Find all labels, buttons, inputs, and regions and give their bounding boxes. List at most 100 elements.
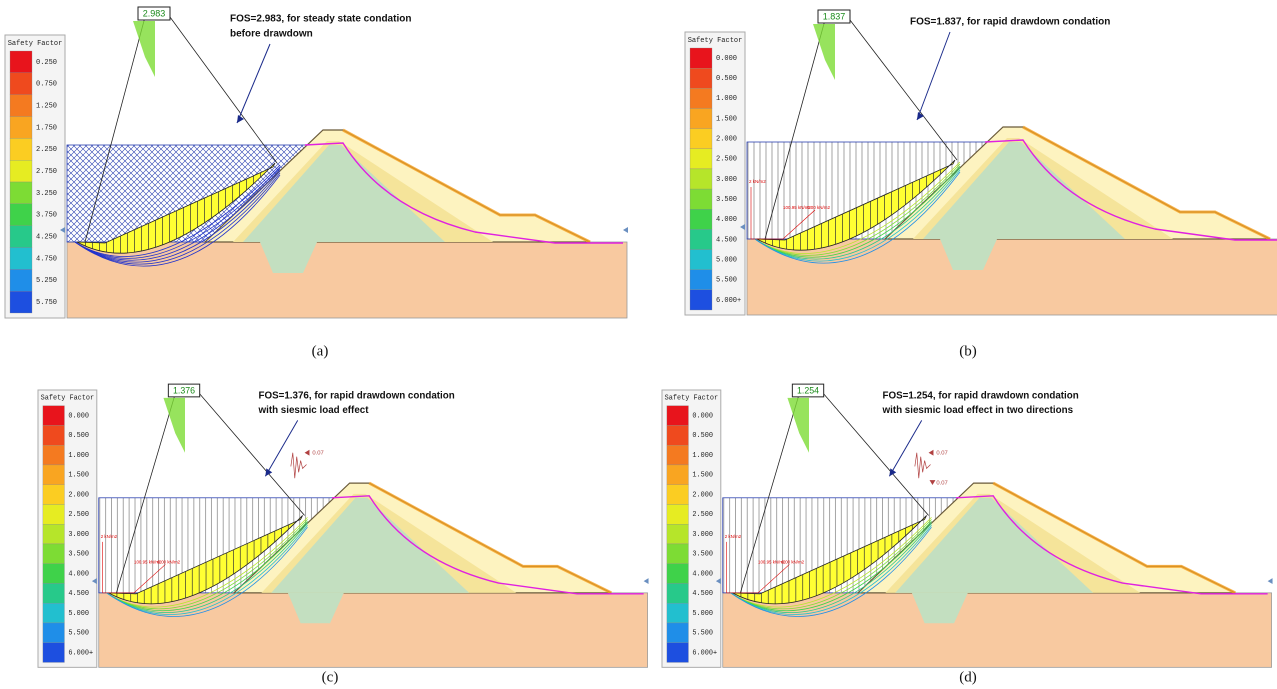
trial-circle bbox=[106, 526, 308, 617]
legend-label: 2.500 bbox=[68, 511, 89, 519]
trial-circle bbox=[730, 523, 932, 613]
legend-swatch bbox=[666, 563, 689, 584]
legend-label: 2.500 bbox=[692, 511, 713, 519]
seismic-record bbox=[290, 452, 307, 479]
annotation-arrow bbox=[236, 43, 271, 124]
legend-label: 6.000+ bbox=[692, 649, 717, 657]
phreatic-line bbox=[984, 139, 1277, 241]
seismic-label: 0.07 bbox=[312, 450, 323, 456]
legend-swatch bbox=[9, 225, 33, 248]
legend-title: Safety Factor bbox=[41, 395, 95, 403]
legend-label: 1.750 bbox=[36, 124, 57, 132]
stress-plot bbox=[163, 397, 185, 453]
annotation: FOS=1.376, for rapid drawdown condation bbox=[259, 390, 455, 401]
legend-swatch bbox=[689, 108, 713, 129]
fos-label: 1.376 bbox=[173, 385, 195, 395]
caption: (b) bbox=[959, 343, 977, 359]
legend-swatch bbox=[9, 72, 33, 95]
legend-label: 0.500 bbox=[692, 432, 713, 440]
load-label: 0.00 kN/m2 bbox=[782, 560, 805, 565]
legend-label: 5.500 bbox=[692, 630, 713, 638]
legend-label: 5.250 bbox=[36, 277, 57, 285]
legend-label: 4.250 bbox=[36, 233, 57, 241]
legend-swatch bbox=[666, 405, 689, 426]
legend-label: 5.500 bbox=[68, 630, 89, 638]
legend-swatch bbox=[42, 504, 65, 525]
trial-circle bbox=[730, 519, 932, 610]
legend-label: 6.000+ bbox=[68, 649, 93, 657]
legend-swatch bbox=[689, 148, 713, 170]
legend-label: 1.250 bbox=[36, 102, 57, 110]
legend-label: 4.000 bbox=[692, 570, 713, 578]
arrow-head bbox=[889, 468, 897, 477]
dam-core bbox=[243, 145, 445, 242]
foundation bbox=[746, 238, 1277, 316]
legend-swatch bbox=[689, 88, 713, 109]
annotation: FOS=1.254, for rapid drawdown condation bbox=[883, 390, 1079, 401]
legend-swatch bbox=[42, 484, 65, 505]
trial-circle bbox=[754, 169, 961, 262]
trial-circle bbox=[74, 172, 281, 265]
load-label: 2 kN/m2 bbox=[749, 179, 766, 184]
fos-label: 1.254 bbox=[797, 385, 819, 395]
trial-circle bbox=[730, 526, 932, 617]
legend-label: 0.500 bbox=[716, 75, 737, 83]
edge-marker bbox=[740, 224, 745, 230]
trial-circle bbox=[74, 164, 281, 257]
legend-swatch bbox=[689, 269, 713, 290]
trial-circle bbox=[106, 523, 308, 613]
trial-circle bbox=[106, 521, 308, 612]
edge-marker bbox=[715, 578, 721, 585]
legend-label: 5.500 bbox=[716, 277, 737, 285]
legend-label: 5.750 bbox=[36, 299, 57, 307]
legend-label: 0.750 bbox=[36, 81, 57, 89]
legend-title: Safety Factor bbox=[665, 395, 719, 403]
load-label: 2 kN/m2 bbox=[101, 534, 118, 539]
seismic-record bbox=[914, 452, 931, 479]
annotation: before drawdown bbox=[230, 29, 313, 40]
legend-swatch bbox=[666, 583, 689, 604]
legend-swatch bbox=[42, 603, 65, 624]
legend-swatch bbox=[666, 464, 689, 485]
fos-label: 2.983 bbox=[143, 8, 166, 18]
legend-label: 3.500 bbox=[716, 196, 737, 204]
phreatic-line bbox=[304, 142, 623, 244]
fos-box bbox=[791, 383, 825, 398]
slip-mass bbox=[732, 515, 927, 605]
trial-circle bbox=[106, 517, 308, 608]
legend-swatch bbox=[666, 642, 689, 663]
legend-label: 2.750 bbox=[36, 168, 57, 176]
load-label: 2 kN/m2 bbox=[725, 534, 742, 539]
load-line bbox=[750, 187, 816, 240]
arrow-head bbox=[265, 468, 273, 477]
fos-box bbox=[167, 383, 201, 398]
trial-circle bbox=[730, 517, 932, 608]
caption: (d) bbox=[959, 669, 977, 685]
legend-label: 2.000 bbox=[692, 491, 713, 499]
legend-swatch bbox=[666, 603, 689, 624]
load-label: 100.95 kN/m2 bbox=[783, 205, 812, 210]
legend-swatch bbox=[42, 622, 65, 643]
dam-facing bbox=[368, 481, 612, 595]
trial-circle bbox=[74, 174, 281, 267]
legend-label: 4.500 bbox=[692, 590, 713, 598]
caption: (c) bbox=[322, 669, 339, 685]
legend-label: 3.250 bbox=[36, 190, 57, 198]
legend-swatch bbox=[42, 464, 65, 485]
legend-swatch bbox=[9, 116, 33, 139]
legend-label: 1.000 bbox=[716, 95, 737, 103]
legend-swatch bbox=[666, 622, 689, 643]
legend-swatch bbox=[689, 289, 713, 311]
legend-swatch bbox=[666, 445, 689, 466]
dam-facing bbox=[992, 481, 1236, 595]
cutoff-trench bbox=[260, 242, 317, 273]
trial-circle bbox=[754, 167, 961, 260]
legend-label: 1.500 bbox=[692, 472, 713, 480]
legend-label: 3.000 bbox=[68, 531, 89, 539]
legend-swatch bbox=[689, 47, 713, 69]
panel: Safety Factor 0.000 0.500 1.000 1.500 2.000 2.… bbox=[37, 383, 649, 668]
load-label: 0.00 kN/m2 bbox=[158, 560, 181, 565]
legend-label: 4.000 bbox=[716, 216, 737, 224]
seismic-arrow bbox=[929, 480, 936, 486]
legend-swatch bbox=[689, 168, 713, 190]
